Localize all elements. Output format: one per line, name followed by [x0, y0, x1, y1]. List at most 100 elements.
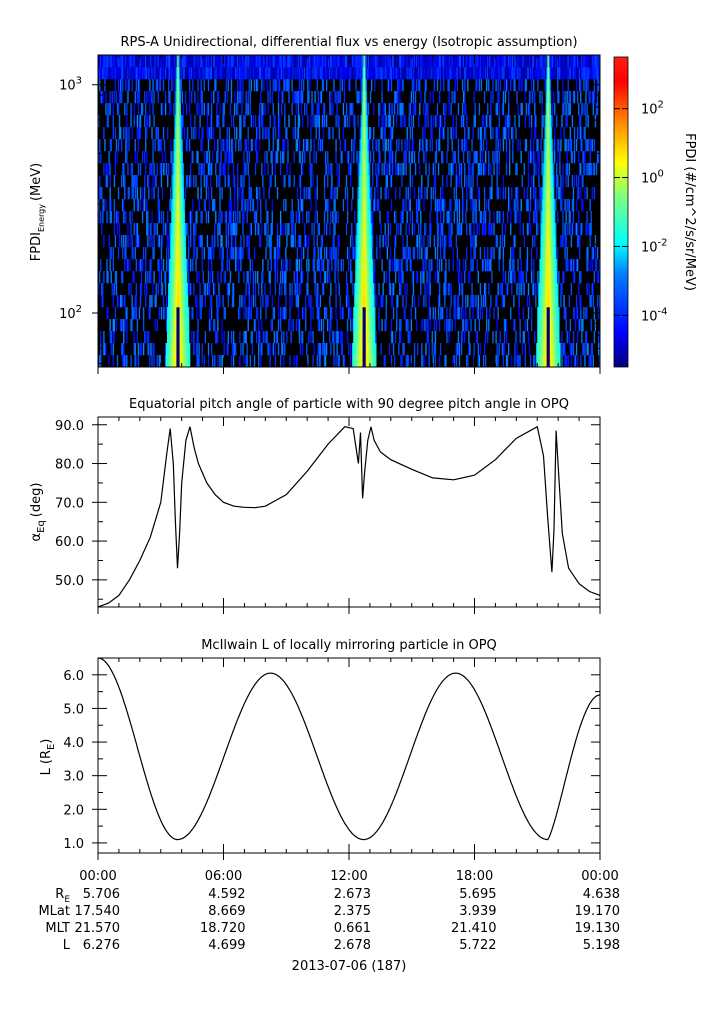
spectrogram-cell — [532, 91, 534, 104]
spectrogram-cell — [110, 343, 112, 356]
spectrogram-cell — [277, 55, 280, 68]
spectrogram-cell — [172, 271, 174, 284]
spectrogram-cell — [203, 79, 205, 92]
spectrogram-cell — [553, 103, 556, 116]
spectrogram-cell — [534, 211, 536, 224]
spectrogram-cell — [429, 283, 431, 296]
spectrogram-cell — [306, 343, 308, 356]
spectrogram-cell — [319, 355, 322, 367]
spectrogram-cell — [424, 187, 426, 200]
spectrogram-cell — [296, 247, 299, 260]
spectrogram-cell — [443, 79, 445, 92]
spectrogram-cell — [544, 211, 546, 224]
spectrogram-cell — [227, 151, 230, 164]
spectrogram-cell — [291, 223, 293, 236]
spectrogram-cell — [421, 319, 423, 332]
spectrogram-cell — [152, 283, 154, 296]
spectrogram-cell — [103, 55, 105, 68]
spectrogram-cell — [363, 55, 365, 68]
spectrogram-cell — [482, 355, 485, 367]
spectrogram-cell — [363, 79, 365, 92]
spectrogram-cell — [173, 151, 175, 164]
spectrogram-cell — [441, 115, 443, 128]
spectrogram-cell — [369, 295, 372, 308]
spectrogram-cell — [111, 283, 113, 296]
spectrogram-cell — [306, 283, 308, 296]
spectrogram-cell — [215, 211, 217, 224]
spectrogram-cell — [472, 295, 474, 308]
spectrogram-cell — [364, 163, 367, 176]
spectrogram-cell — [250, 223, 253, 236]
spectrogram-cell — [330, 163, 332, 176]
spectrogram-cell — [169, 103, 171, 116]
spectrogram-cell — [111, 67, 113, 80]
spectrogram-cell — [330, 307, 332, 320]
spectrogram-cell — [551, 355, 554, 367]
spectrogram-cell — [172, 295, 174, 308]
spectrogram-cell — [529, 91, 532, 104]
spectrogram-cell — [479, 211, 482, 224]
spectrogram-cell — [353, 151, 355, 164]
spectrogram-cell — [479, 247, 482, 260]
spectrogram-cell — [180, 355, 182, 367]
spectrogram-cell — [549, 67, 552, 80]
spectrogram-cell — [569, 91, 572, 104]
spectrogram-cell — [551, 187, 554, 200]
spectrogram-cell — [130, 283, 132, 296]
spectrogram-cell — [423, 271, 425, 284]
spectrogram-cell — [317, 115, 319, 128]
spectrogram-cell — [363, 151, 365, 164]
spectrogram-cell — [396, 91, 398, 104]
spectrogram-cell — [145, 103, 147, 116]
spectrogram-cell — [365, 343, 368, 356]
spectrogram-cell — [549, 139, 552, 152]
spectrogram-cell — [350, 307, 352, 320]
spectrogram-cell — [265, 247, 267, 260]
spectrogram-cell — [324, 199, 327, 212]
spectrogram-cell — [474, 235, 476, 248]
spectrogram-cell — [488, 283, 490, 296]
spectrogram-cell — [103, 127, 105, 140]
spectrogram-cell — [365, 91, 368, 104]
spectrogram-cell — [115, 271, 118, 284]
spectrogram-cell — [458, 307, 461, 320]
spectrogram-cell — [561, 235, 563, 248]
spectrogram-cell — [496, 55, 498, 68]
spectrogram-cell — [349, 67, 351, 80]
spectrogram-cell — [238, 55, 240, 68]
spectrogram-cell — [430, 127, 432, 140]
spectrogram-cell — [283, 271, 285, 284]
spectrogram-cell — [475, 211, 477, 224]
spectrogram-cell — [172, 235, 174, 248]
spectrogram-cell — [547, 295, 550, 308]
spectrogram-cell — [535, 283, 537, 296]
spectrogram-cell — [488, 259, 490, 272]
spectrogram-cell — [514, 343, 516, 356]
spectrogram-cell — [481, 307, 484, 320]
spectrogram-cell — [235, 247, 237, 260]
spectrogram-cell — [373, 271, 375, 284]
spectrogram-cell — [513, 67, 515, 80]
spectrogram-cell — [213, 127, 215, 140]
spectrogram-cell — [530, 307, 533, 320]
spectrogram-cell — [456, 67, 459, 80]
spectrogram-cell — [558, 271, 560, 284]
spectrogram-cells — [98, 55, 600, 367]
spectrogram-cell — [181, 319, 184, 332]
spectrogram-cell — [359, 271, 361, 284]
spectrogram-cell — [346, 211, 349, 224]
spectrogram-cell — [250, 55, 253, 68]
spectrogram-cell — [233, 187, 236, 200]
spectrogram-cell — [524, 319, 527, 332]
spectrogram-cell — [400, 55, 402, 68]
spectrogram-cell — [180, 127, 182, 140]
spectrogram-cell — [355, 295, 357, 308]
spectrogram-cell — [515, 55, 517, 68]
spectrogram-cell — [231, 343, 234, 356]
spectrogram-cell — [239, 91, 241, 104]
spectrogram-cell — [314, 283, 316, 296]
spectrogram-cell — [464, 91, 466, 104]
spectrogram-cell — [245, 307, 247, 320]
spectrogram-cell — [242, 343, 244, 356]
spectrogram-cell — [106, 175, 108, 188]
